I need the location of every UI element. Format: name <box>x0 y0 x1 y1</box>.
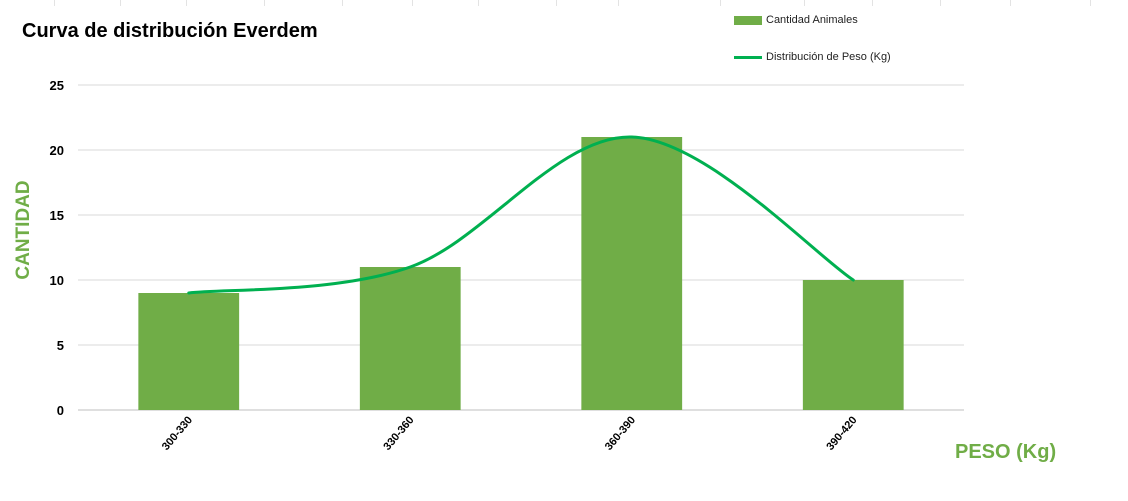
bar <box>138 293 240 410</box>
series-line <box>187 135 855 295</box>
bar <box>802 280 904 410</box>
sheet-grid-lines <box>0 0 1128 6</box>
x-tick-label: 330-360 <box>381 414 416 453</box>
bar <box>581 137 683 410</box>
legend-line-swatch <box>734 55 762 59</box>
y-tick-label: 25 <box>50 78 64 93</box>
y-tick-label: 15 <box>50 208 64 223</box>
legend-label-bars: Cantidad Animales <box>766 14 858 26</box>
x-axis-label: PESO (Kg) <box>955 441 1057 463</box>
x-tick-label: 360-390 <box>603 414 638 453</box>
y-tick-label: 20 <box>50 143 64 158</box>
y-tick-label: 5 <box>57 338 64 353</box>
bar <box>359 267 461 410</box>
legend-item-line: Distribución de Peso (Kg) <box>734 51 891 63</box>
legend-bar-swatch <box>734 15 762 25</box>
x-tick-label: 390-420 <box>824 414 859 453</box>
legend-item-bars: Cantidad Animales <box>734 14 858 26</box>
x-tick-label: 300-330 <box>160 414 195 453</box>
legend-label-line: Distribución de Peso (Kg) <box>766 51 891 63</box>
y-tick-label: 10 <box>50 273 64 288</box>
y-tick-label: 0 <box>57 403 64 418</box>
chart-title: Curva de distribución Everdem <box>22 20 318 42</box>
